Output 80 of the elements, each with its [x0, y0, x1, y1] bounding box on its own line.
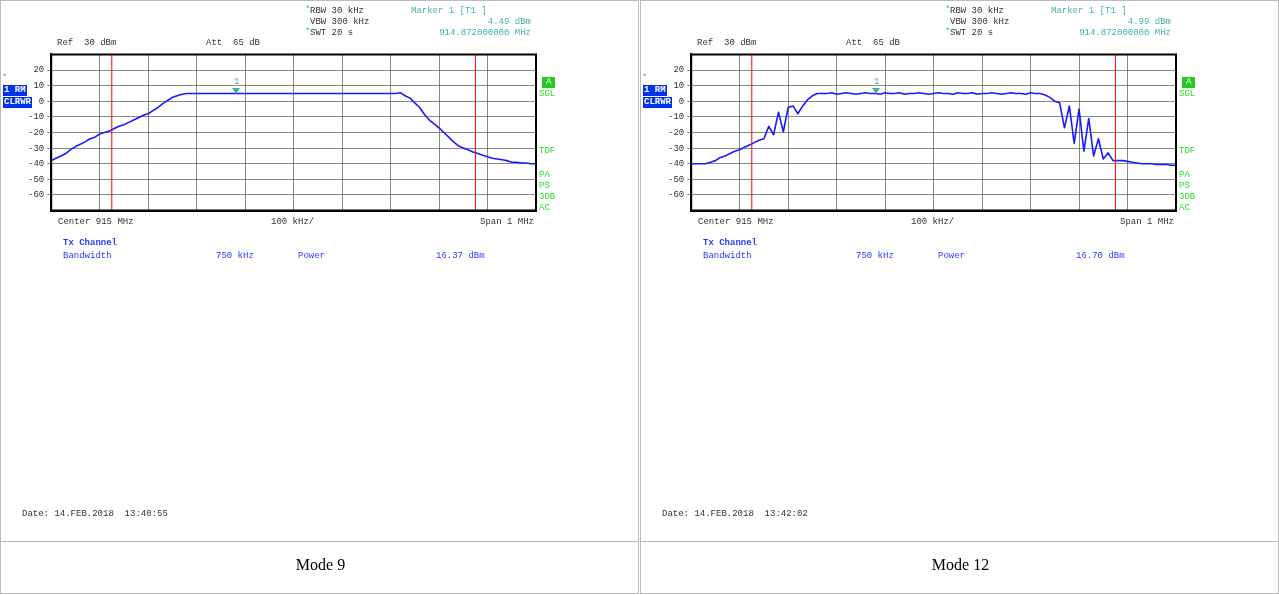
- y-tick-label: 20: [33, 65, 45, 76]
- text: 1 RM: [643, 85, 667, 96]
- y-tick-label: -40: [668, 159, 685, 170]
- y-tick-label: 10: [673, 81, 685, 92]
- y-tick-label: -50: [668, 174, 685, 185]
- text: TDF: [539, 146, 556, 157]
- text: SGL: [539, 89, 556, 100]
- text: SWT 20 s: [310, 28, 354, 39]
- text: PS: [1179, 181, 1190, 192]
- text: CLRWR: [3, 97, 33, 108]
- text: 914.872000000 MHz: [1079, 28, 1171, 39]
- text: PS: [539, 181, 550, 192]
- text: Marker 1 [T1 ]: [411, 6, 487, 17]
- text: PA: [1179, 170, 1190, 181]
- text: 750 kHz: [216, 251, 254, 262]
- text: Date: 14.FEB.2018 13:42:02: [662, 509, 808, 520]
- text: Mode 9: [294, 555, 347, 575]
- text: A: [1182, 77, 1196, 88]
- text: Mode 12: [930, 555, 991, 575]
- y-tick-label: 0: [38, 96, 45, 107]
- text: VBW 300 kHz: [310, 17, 370, 27]
- text: Power: [298, 251, 326, 262]
- text: 750 kHz: [856, 251, 894, 262]
- text: 100 kHz/: [911, 217, 955, 228]
- text: 100 kHz/: [271, 217, 315, 228]
- text: 1 RM: [3, 85, 27, 96]
- text: 4.49 dBm: [487, 17, 531, 28]
- text: CLRWR: [643, 97, 673, 108]
- y-tick-label: -30: [668, 143, 685, 154]
- y-tick-label: -40: [28, 159, 45, 170]
- y-tick-label: -60: [668, 190, 685, 201]
- text: RBW 30 kHz: [950, 6, 1005, 17]
- y-tick-label: -20: [668, 127, 685, 138]
- text: AC: [539, 203, 550, 214]
- text: Att 65 dB: [846, 38, 901, 49]
- text: AC: [1179, 203, 1190, 214]
- text: Bandwidth: [63, 251, 112, 262]
- y-tick-label: -30: [28, 143, 45, 154]
- text: Bandwidth: [703, 251, 752, 262]
- text: Marker 1 [T1 ]: [1051, 6, 1127, 17]
- text: *: [305, 5, 311, 16]
- y-tick-label: -60: [28, 190, 45, 201]
- text: VBW 300 kHz: [950, 17, 1010, 27]
- text: 16.37 dBm: [436, 251, 485, 262]
- text: *: [305, 27, 311, 38]
- text: Tx Channel: [703, 238, 758, 249]
- text: Span 1 MHz: [479, 217, 534, 228]
- text: 16.70 dBm: [1076, 251, 1125, 262]
- text: *: [945, 27, 951, 38]
- y-tick-label: 20: [673, 65, 685, 76]
- y-tick-label: 10: [33, 81, 45, 92]
- text: SGL: [1179, 89, 1196, 100]
- text: Date: 14.FEB.2018 13:40:55: [22, 509, 168, 520]
- text: Tx Channel: [63, 238, 118, 249]
- text: 3DB: [539, 192, 556, 203]
- y-tick-label: -10: [28, 112, 45, 123]
- text: RBW 30 kHz: [310, 6, 365, 17]
- text: Center 915 MHz: [698, 217, 774, 228]
- text: 914.872000000 MHz: [439, 28, 531, 39]
- annotation: 1: [874, 77, 880, 88]
- text: A: [542, 77, 556, 88]
- text: 3DB: [1179, 192, 1196, 203]
- text: Span 1 MHz: [1119, 217, 1174, 228]
- y-tick-label: -20: [28, 127, 45, 138]
- text: Center 915 MHz: [58, 217, 134, 228]
- y-tick-label: 0: [678, 96, 685, 107]
- text: *: [642, 73, 648, 84]
- text: Ref 30 dBm: [697, 38, 757, 49]
- text: 4.99 dBm: [1127, 17, 1171, 28]
- y-tick-label: -50: [28, 174, 45, 185]
- text: PA: [539, 170, 550, 181]
- text: Att 65 dB: [206, 38, 261, 49]
- text: TDF: [1179, 146, 1196, 157]
- text: Power: [938, 251, 966, 262]
- text: Ref 30 dBm: [57, 38, 117, 49]
- y-tick-label: -10: [668, 112, 685, 123]
- text: SWT 20 s: [950, 28, 994, 39]
- text: *: [945, 5, 951, 16]
- text: *: [2, 73, 8, 84]
- annotation: 1: [234, 77, 240, 88]
